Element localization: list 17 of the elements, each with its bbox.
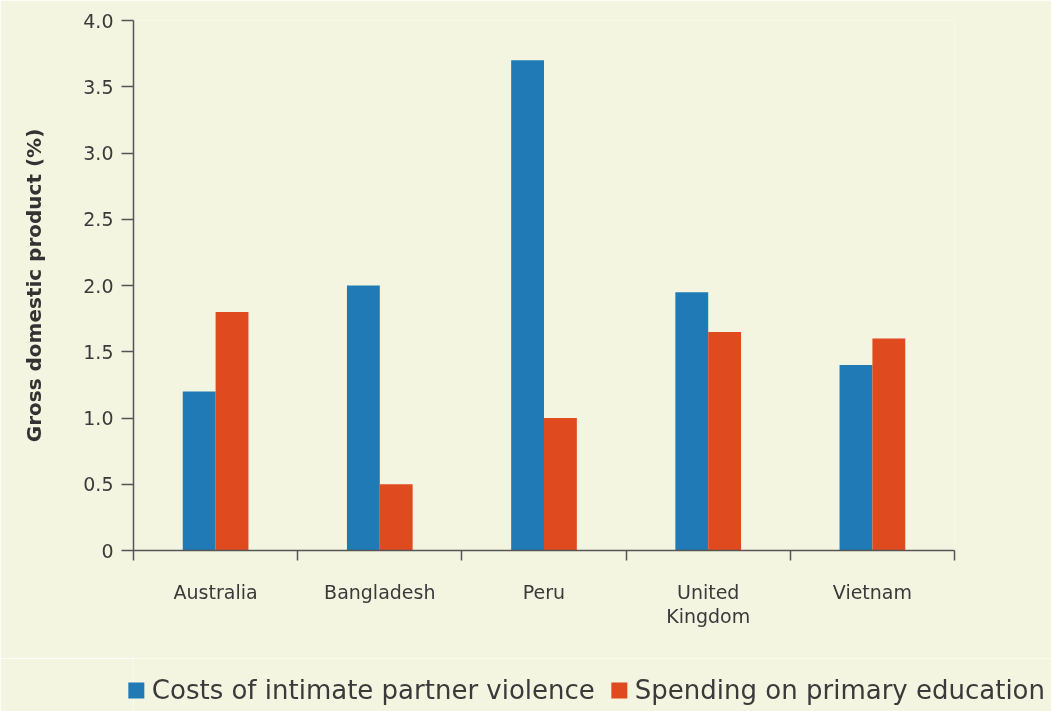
y-tick-label: 2.5: [83, 208, 114, 231]
x-tick-label: Bangladesh: [324, 580, 436, 603]
y-tick-label: 4.0: [83, 9, 114, 32]
x-tick-label: Peru: [522, 580, 566, 603]
y-axis-title: Gross domestic product (%): [22, 128, 47, 443]
x-tick-label: Vietnam: [832, 580, 913, 603]
legend-label: Costs of intimate partner violence: [151, 675, 595, 705]
y-tick-label: 2.0: [83, 274, 114, 297]
y-tick-label: 3.0: [83, 142, 114, 164]
y-tick-label: 0: [101, 539, 114, 562]
y-tick-label: 3.5: [83, 75, 114, 98]
x-tick-label: Australia: [173, 580, 258, 603]
y-tick-label: 0.5: [83, 473, 114, 496]
x-tick-label: United Kingdom: [666, 580, 751, 627]
y-tick-label: 1.5: [83, 340, 114, 363]
legend-label: Spending on primary education: [634, 675, 1045, 705]
y-tick-label: 1.0: [83, 407, 114, 429]
